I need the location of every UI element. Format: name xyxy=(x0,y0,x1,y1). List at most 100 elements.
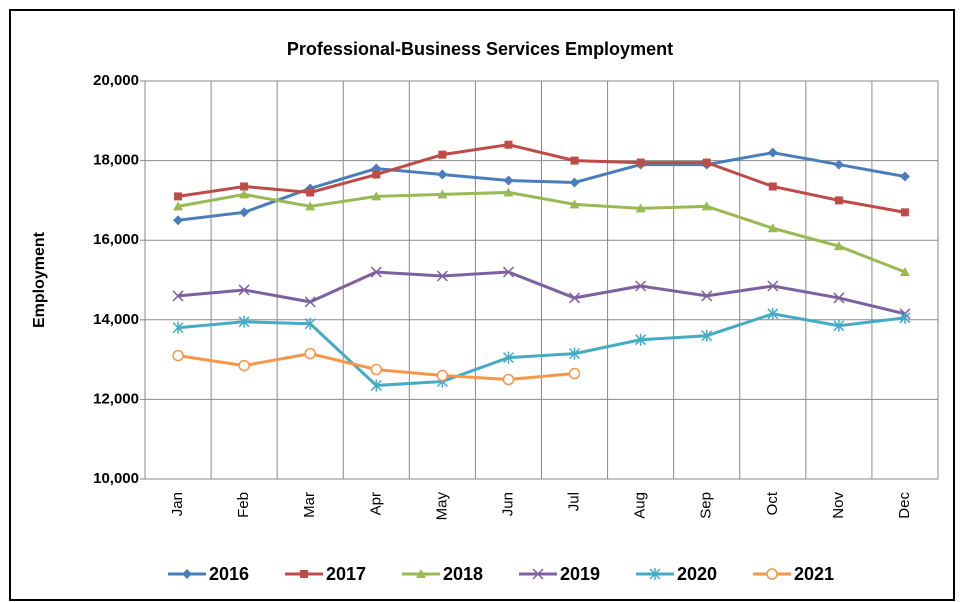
marker xyxy=(570,156,579,165)
marker xyxy=(833,319,845,332)
x-tick-label: Jul xyxy=(566,492,583,511)
x-tick-label: Dec xyxy=(896,492,913,519)
marker xyxy=(304,296,316,308)
marker xyxy=(767,280,779,292)
y-tick-label: 10,000 xyxy=(93,470,139,487)
marker xyxy=(438,150,447,159)
y-tick-label: 12,000 xyxy=(93,390,139,407)
marker xyxy=(172,290,184,302)
legend-label: 2016 xyxy=(209,564,249,584)
x-tick-label: Oct xyxy=(764,491,781,515)
marker xyxy=(370,363,383,376)
marker xyxy=(767,147,778,158)
line xyxy=(177,143,906,214)
chart-title: Professional-Business Services Employmen… xyxy=(287,39,673,59)
legend-label: 2017 xyxy=(326,564,366,584)
marker xyxy=(900,208,909,217)
marker xyxy=(569,177,580,188)
marker xyxy=(767,223,778,233)
marker xyxy=(569,292,581,304)
marker xyxy=(768,182,777,191)
marker xyxy=(238,284,250,296)
marker xyxy=(833,292,845,304)
marker xyxy=(436,270,448,282)
series xyxy=(172,347,581,386)
marker xyxy=(370,266,382,278)
marker xyxy=(635,203,646,213)
marker xyxy=(371,191,382,201)
x-tick-label: Jun xyxy=(499,492,516,516)
legend-label: 2021 xyxy=(794,564,834,584)
line xyxy=(177,270,906,316)
x-tick-label: Jan xyxy=(169,492,186,516)
marker xyxy=(172,349,184,362)
y-tick-label: 20,000 xyxy=(93,72,139,89)
marker xyxy=(701,329,713,342)
marker xyxy=(173,201,184,211)
marker xyxy=(569,199,580,209)
marker xyxy=(569,347,581,360)
series xyxy=(174,140,909,217)
marker xyxy=(370,379,382,392)
marker xyxy=(834,196,843,205)
marker xyxy=(239,189,250,199)
marker xyxy=(833,159,844,170)
marker xyxy=(173,215,184,226)
line xyxy=(177,190,906,274)
y-axis-label: Employment xyxy=(31,231,48,328)
marker xyxy=(502,351,514,364)
marker xyxy=(502,373,515,386)
marker xyxy=(437,189,448,199)
x-tick-label: Nov xyxy=(830,492,847,519)
x-tick-label: Sep xyxy=(698,492,715,519)
marker xyxy=(701,290,713,302)
marker xyxy=(635,280,647,292)
x-tick-label: Aug xyxy=(632,492,649,519)
x-tick-label: Feb xyxy=(235,492,252,518)
marker xyxy=(304,347,316,360)
marker xyxy=(701,201,712,211)
legend-marker xyxy=(649,568,661,580)
series xyxy=(172,266,911,320)
series xyxy=(173,187,910,277)
marker xyxy=(306,188,315,197)
plot-area xyxy=(144,80,939,480)
x-tick-label: Apr xyxy=(367,492,384,515)
marker xyxy=(767,307,779,320)
legend-marker xyxy=(416,569,426,578)
legend-marker xyxy=(300,570,308,578)
marker xyxy=(636,158,645,167)
chart-frame xyxy=(9,9,955,601)
legend-marker xyxy=(182,569,192,579)
marker xyxy=(239,207,250,218)
marker xyxy=(504,140,513,149)
marker xyxy=(568,367,581,380)
marker xyxy=(503,187,514,197)
marker xyxy=(436,369,449,382)
marker xyxy=(238,315,250,328)
marker xyxy=(502,266,514,278)
marker xyxy=(437,169,448,180)
marker xyxy=(172,321,184,334)
marker xyxy=(305,201,316,211)
marker xyxy=(833,241,844,251)
marker xyxy=(899,267,910,277)
series xyxy=(172,307,911,392)
legend-label: 2019 xyxy=(560,564,600,584)
marker xyxy=(899,171,910,182)
marker xyxy=(304,317,316,330)
marker xyxy=(372,170,381,179)
line xyxy=(177,312,906,388)
y-tick-label: 18,000 xyxy=(93,152,139,169)
marker xyxy=(174,192,183,201)
y-tick-label: 16,000 xyxy=(93,231,139,248)
marker xyxy=(240,182,249,191)
marker xyxy=(503,175,514,186)
marker xyxy=(702,158,711,167)
x-tick-label: May xyxy=(433,492,450,521)
legend-label: 2020 xyxy=(677,564,717,584)
marker xyxy=(635,333,647,346)
legend-marker xyxy=(532,568,544,580)
y-tick-label: 14,000 xyxy=(93,311,139,328)
